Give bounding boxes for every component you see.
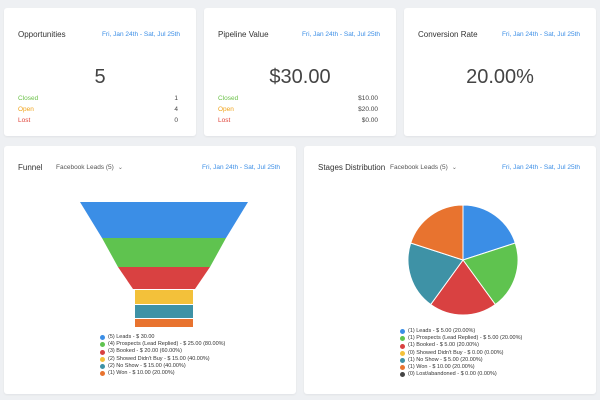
lost-value: $0.00 (361, 117, 378, 124)
stages-date-range[interactable]: Fri, Jan 24th - Sat, Jul 25th (501, 164, 580, 171)
stages-filter-label: Facebook Leads (5) (390, 164, 448, 171)
legend-label: (3) Booked - $ 20.00 (60.00%) (108, 348, 182, 355)
legend-label: (4) Prospects (Lead Replied) - $ 25.00 (… (108, 341, 226, 348)
funnel-stage-leads[interactable] (80, 202, 248, 238)
pie-slice-booked[interactable] (430, 259, 496, 316)
closed-label: Closed (18, 95, 39, 102)
legend-label: (1) No Show - $ 5.00 (20.00%) (408, 356, 483, 363)
legend-dot (400, 372, 405, 378)
legend-item[interactable]: (4) Prospects (Lead Replied) - $ 25.00 (… (100, 341, 225, 348)
funnel-date-range[interactable]: Fri, Jan 24th - Sat, Jul 25th (201, 164, 280, 171)
legend-item[interactable]: (0) Lost/abandoned - $ 0.00 (0.00%) (400, 371, 522, 378)
opportunities-value: 5 (94, 66, 106, 88)
legend-dot (400, 329, 405, 335)
pie-slice-won[interactable] (410, 204, 464, 261)
funnel-stage-showed-didnt-buy[interactable] (135, 290, 193, 304)
conversion-title: Conversion Rate (418, 30, 478, 39)
legend-dot (400, 336, 405, 342)
legend-label: (1) Booked - $ 5.00 (20.00%) (408, 342, 479, 349)
legend-item[interactable]: (1) Booked - $ 5.00 (20.00%) (400, 342, 522, 349)
pipeline-lost-row: Lost $0.00 (218, 117, 378, 124)
legend-item[interactable]: (1) Won - $ 10.00 (20.00%) (100, 370, 225, 377)
legend-dot (400, 357, 405, 363)
legend-label: (2) No Show - $ 15.00 (40.00%) (108, 362, 186, 369)
legend-item[interactable]: (1) Prospects (Lead Replied) - $ 5.00 (2… (400, 335, 522, 342)
closed-value: 1 (174, 95, 178, 102)
funnel-chart (80, 202, 248, 327)
pipeline-open-row: Open $20.00 (218, 106, 378, 113)
conversion-date-range[interactable]: Fri, Jan 24th - Sat, Jul 25th (501, 31, 580, 38)
funnel-stage-prospects[interactable] (102, 238, 226, 267)
lost-label: Lost (18, 117, 31, 124)
opportunities-lost-row: Lost 0 (18, 117, 178, 124)
closed-label: Closed (218, 95, 239, 102)
legend-item[interactable]: (1) Leads - $ 5.00 (20.00%) (400, 328, 522, 335)
lost-label: Lost (218, 117, 231, 124)
stages-filter-dropdown[interactable]: Facebook Leads (5) ⌄ (390, 164, 457, 171)
legend-item[interactable]: (5) Leads - $ 30.00 (100, 334, 225, 341)
legend-label: (1) Won - $ 10.00 (20.00%) (408, 364, 475, 371)
pie-slice-prospects[interactable] (462, 242, 519, 306)
legend-item[interactable]: (1) Won - $ 10.00 (20.00%) (400, 364, 522, 371)
opportunities-card: Opportunities Fri, Jan 24th - Sat, Jul 2… (4, 8, 196, 136)
funnel-filter-dropdown[interactable]: Facebook Leads (5) ⌄ (56, 164, 123, 171)
open-label: Open (218, 106, 234, 113)
pie-slice-no-show[interactable] (407, 242, 464, 306)
legend-dot (400, 365, 405, 371)
open-label: Open (18, 106, 34, 113)
pipeline-closed-row: Closed $10.00 (218, 95, 378, 102)
lost-value: 0 (174, 117, 178, 124)
legend-dot (100, 371, 105, 377)
legend-label: (1) Prospects (Lead Replied) - $ 5.00 (2… (408, 335, 523, 342)
legend-dot (400, 350, 405, 356)
closed-value: $10.00 (358, 95, 378, 102)
funnel-card: Funnel Facebook Leads (5) ⌄ Fri, Jan 24t… (4, 146, 296, 394)
pipeline-value: $30.00 (269, 66, 331, 88)
legend-label: (5) Leads - $ 30.00 (108, 334, 155, 340)
legend-label: (0) Lost/abandoned - $ 0.00 (0.00%) (408, 371, 497, 378)
legend-dot (100, 356, 105, 362)
stages-card: Stages Distribution Facebook Leads (5) ⌄… (304, 146, 596, 394)
funnel-stage-won[interactable] (135, 319, 193, 327)
open-value: $20.00 (358, 106, 378, 113)
legend-item[interactable]: (2) Showed Didn't Buy - $ 15.00 (40.00%) (100, 356, 225, 363)
legend-item[interactable]: (3) Booked - $ 20.00 (60.00%) (100, 348, 225, 355)
legend-item[interactable]: (2) No Show - $ 15.00 (40.00%) (100, 363, 225, 370)
legend-dot (100, 363, 105, 369)
funnel-stage-booked[interactable] (118, 267, 210, 289)
opportunities-open-row: Open 4 (18, 106, 178, 113)
opportunities-date-range[interactable]: Fri, Jan 24th - Sat, Jul 25th (101, 31, 180, 38)
funnel-legend: (5) Leads - $ 30.00 (4) Prospects (Lead … (100, 334, 225, 377)
legend-label: (1) Leads - $ 5.00 (20.00%) (408, 328, 476, 334)
stages-legend: (1) Leads - $ 5.00 (20.00%) (1) Prospect… (400, 328, 522, 378)
legend-dot (100, 349, 105, 355)
funnel-stage-no-show[interactable] (135, 305, 193, 318)
legend-label: (0) Showed Didn't Buy - $ 0.00 (0.00%) (408, 349, 504, 356)
opportunities-title: Opportunities (18, 30, 66, 39)
stages-pie-chart (407, 204, 519, 316)
opportunities-closed-row: Closed 1 (18, 95, 178, 102)
pie-slice-leads[interactable] (462, 204, 516, 261)
funnel-filter-label: Facebook Leads (5) (56, 164, 114, 171)
conversion-value: 20.00% (466, 66, 534, 88)
legend-label: (2) Showed Didn't Buy - $ 15.00 (40.00%) (108, 355, 210, 362)
legend-label: (1) Won - $ 10.00 (20.00%) (108, 370, 175, 377)
stages-title: Stages Distribution (318, 163, 386, 172)
pipeline-card: Pipeline Value Fri, Jan 24th - Sat, Jul … (204, 8, 396, 136)
legend-dot (400, 343, 405, 349)
chevron-down-icon: ⌄ (117, 165, 123, 171)
legend-item[interactable]: (0) Showed Didn't Buy - $ 0.00 (0.00%) (400, 350, 522, 357)
legend-dot (100, 335, 105, 341)
funnel-title: Funnel (18, 163, 43, 172)
open-value: 4 (174, 106, 178, 113)
conversion-card: Conversion Rate Fri, Jan 24th - Sat, Jul… (404, 8, 596, 136)
legend-dot (100, 342, 105, 348)
legend-item[interactable]: (1) No Show - $ 5.00 (20.00%) (400, 357, 522, 364)
chevron-down-icon: ⌄ (451, 165, 457, 171)
pipeline-date-range[interactable]: Fri, Jan 24th - Sat, Jul 25th (301, 31, 380, 38)
pipeline-title: Pipeline Value (218, 30, 269, 39)
